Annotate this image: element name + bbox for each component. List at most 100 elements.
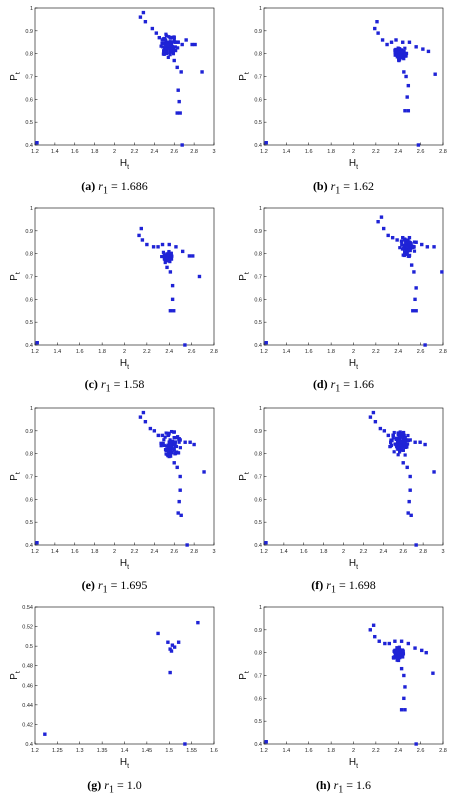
x-tick-label: 2.4 (394, 349, 402, 355)
x-tick-label: 2.6 (417, 748, 425, 754)
y-tick-label: 0.9 (254, 429, 262, 435)
data-point (183, 440, 187, 444)
data-point (404, 74, 408, 79)
y-axis-label-sub: t (15, 72, 22, 74)
x-axis-label: Ht (120, 757, 129, 770)
caption-sub: 1 (108, 784, 114, 796)
plot-frame (263, 606, 444, 745)
data-point (164, 34, 169, 38)
caption-label: (c) (84, 377, 98, 391)
data-point (398, 52, 403, 56)
data-point (176, 88, 180, 92)
data-point (368, 628, 372, 632)
y-tick-label: 0.8 (254, 252, 262, 258)
y-tick-label: 0.5 (254, 120, 262, 126)
data-point (399, 448, 403, 452)
data-point (395, 52, 399, 56)
data-point (421, 47, 425, 51)
panel-d: 1.2 1.4 1.6 1.8 2 2.2 2.4 2.6 2.8 0.4 0.5 0.6 0.7 0.8… (229, 200, 458, 399)
data-point (413, 297, 417, 302)
y-tick-label: 0.4 (254, 742, 262, 748)
data-point (401, 461, 405, 465)
data-point (168, 50, 172, 54)
caption-f: (f) r1 = 1.698 (229, 578, 458, 597)
x-tick-label: 2 (113, 549, 116, 555)
data-point (164, 46, 168, 50)
data-point (168, 438, 172, 442)
x-tick-label: 2.2 (143, 349, 151, 355)
data-point (178, 474, 182, 479)
data-point (172, 38, 176, 42)
data-point (180, 42, 184, 47)
panel-e: 1.2 1.4 1.6 1.8 2 2.2 2.4 2.6 2.8 3 0.4 0.5 0.6 0.7 0.… (0, 400, 229, 599)
data-point (172, 48, 176, 52)
chart-e: 1.2 1.4 1.6 1.8 2 2.2 2.4 2.6 2.8 3 0.4 0.5 0.6 0.7 0.… (9, 406, 216, 571)
x-tick-label: 2.6 (417, 349, 425, 355)
data-point (377, 639, 381, 643)
x-tick-label: 1.6 (76, 349, 84, 355)
x-tick-label: 1.4 (283, 748, 291, 754)
data-point (187, 254, 192, 258)
x-tick-label: 1.8 (327, 149, 335, 155)
data-point (382, 429, 387, 433)
y-tick-label: 0.8 (254, 452, 262, 458)
data-point (402, 696, 406, 701)
data-point (420, 648, 424, 653)
x-tick-label: 2.2 (360, 549, 368, 555)
y-tick-label: 0.6 (254, 297, 262, 303)
data-point (169, 451, 173, 455)
x-tick-label: 1.6 (305, 149, 313, 155)
x-axis-label: Ht (349, 158, 358, 171)
data-point (413, 440, 417, 444)
y-tick-label: 0.4 (254, 343, 262, 349)
data-point (376, 31, 380, 35)
data-point (403, 708, 407, 712)
y-tick-label: 0.5 (25, 120, 33, 126)
x-tick-label: 1.3 (76, 748, 84, 754)
data-point (43, 732, 47, 736)
y-tick-label: 0.4 (254, 143, 262, 149)
y-tick-label: 0.5 (254, 520, 262, 526)
y-tick-label: 1 (30, 6, 33, 12)
y-tick-label: 1 (259, 206, 262, 212)
data-point (264, 141, 268, 145)
data-point (166, 640, 170, 644)
y-tick-label: 0.5 (25, 320, 33, 326)
data-point (168, 270, 173, 274)
y-axis-label: Pt (238, 272, 251, 281)
data-point (397, 47, 401, 51)
data-point (400, 55, 404, 60)
cluster-points (391, 645, 406, 663)
data-point (406, 109, 411, 113)
data-point (431, 671, 435, 675)
data-point (403, 238, 408, 242)
data-point (172, 430, 176, 434)
x-tick-label: 2.2 (372, 748, 380, 754)
data-point (138, 15, 143, 19)
x-tick-label: 2.2 (372, 149, 380, 155)
data-point (411, 309, 415, 313)
x-tick-label: 1.2 (31, 149, 39, 155)
data-point (405, 252, 409, 256)
x-tick-label: 1.4 (283, 149, 291, 155)
data-point (405, 465, 409, 470)
data-point (169, 40, 173, 44)
y-tick-label: 0.8 (25, 52, 33, 58)
data-point (394, 38, 398, 42)
y-tick-label: 0.5 (25, 520, 33, 526)
x-tick-label: 2 (113, 149, 116, 155)
x-axis-label: Ht (349, 558, 358, 571)
data-point (405, 240, 409, 244)
data-point (178, 446, 182, 450)
caption-var: r (100, 377, 106, 391)
data-point (183, 742, 187, 746)
x-tick-label: 1.8 (320, 549, 328, 555)
data-point (141, 410, 146, 415)
data-point (414, 240, 418, 244)
x-tick-label: 2 (352, 748, 355, 754)
data-point (403, 54, 407, 58)
x-axis-label: Ht (349, 358, 358, 371)
x-axis-label: Ht (120, 558, 129, 571)
cluster-points (160, 249, 174, 265)
data-point (423, 343, 427, 347)
